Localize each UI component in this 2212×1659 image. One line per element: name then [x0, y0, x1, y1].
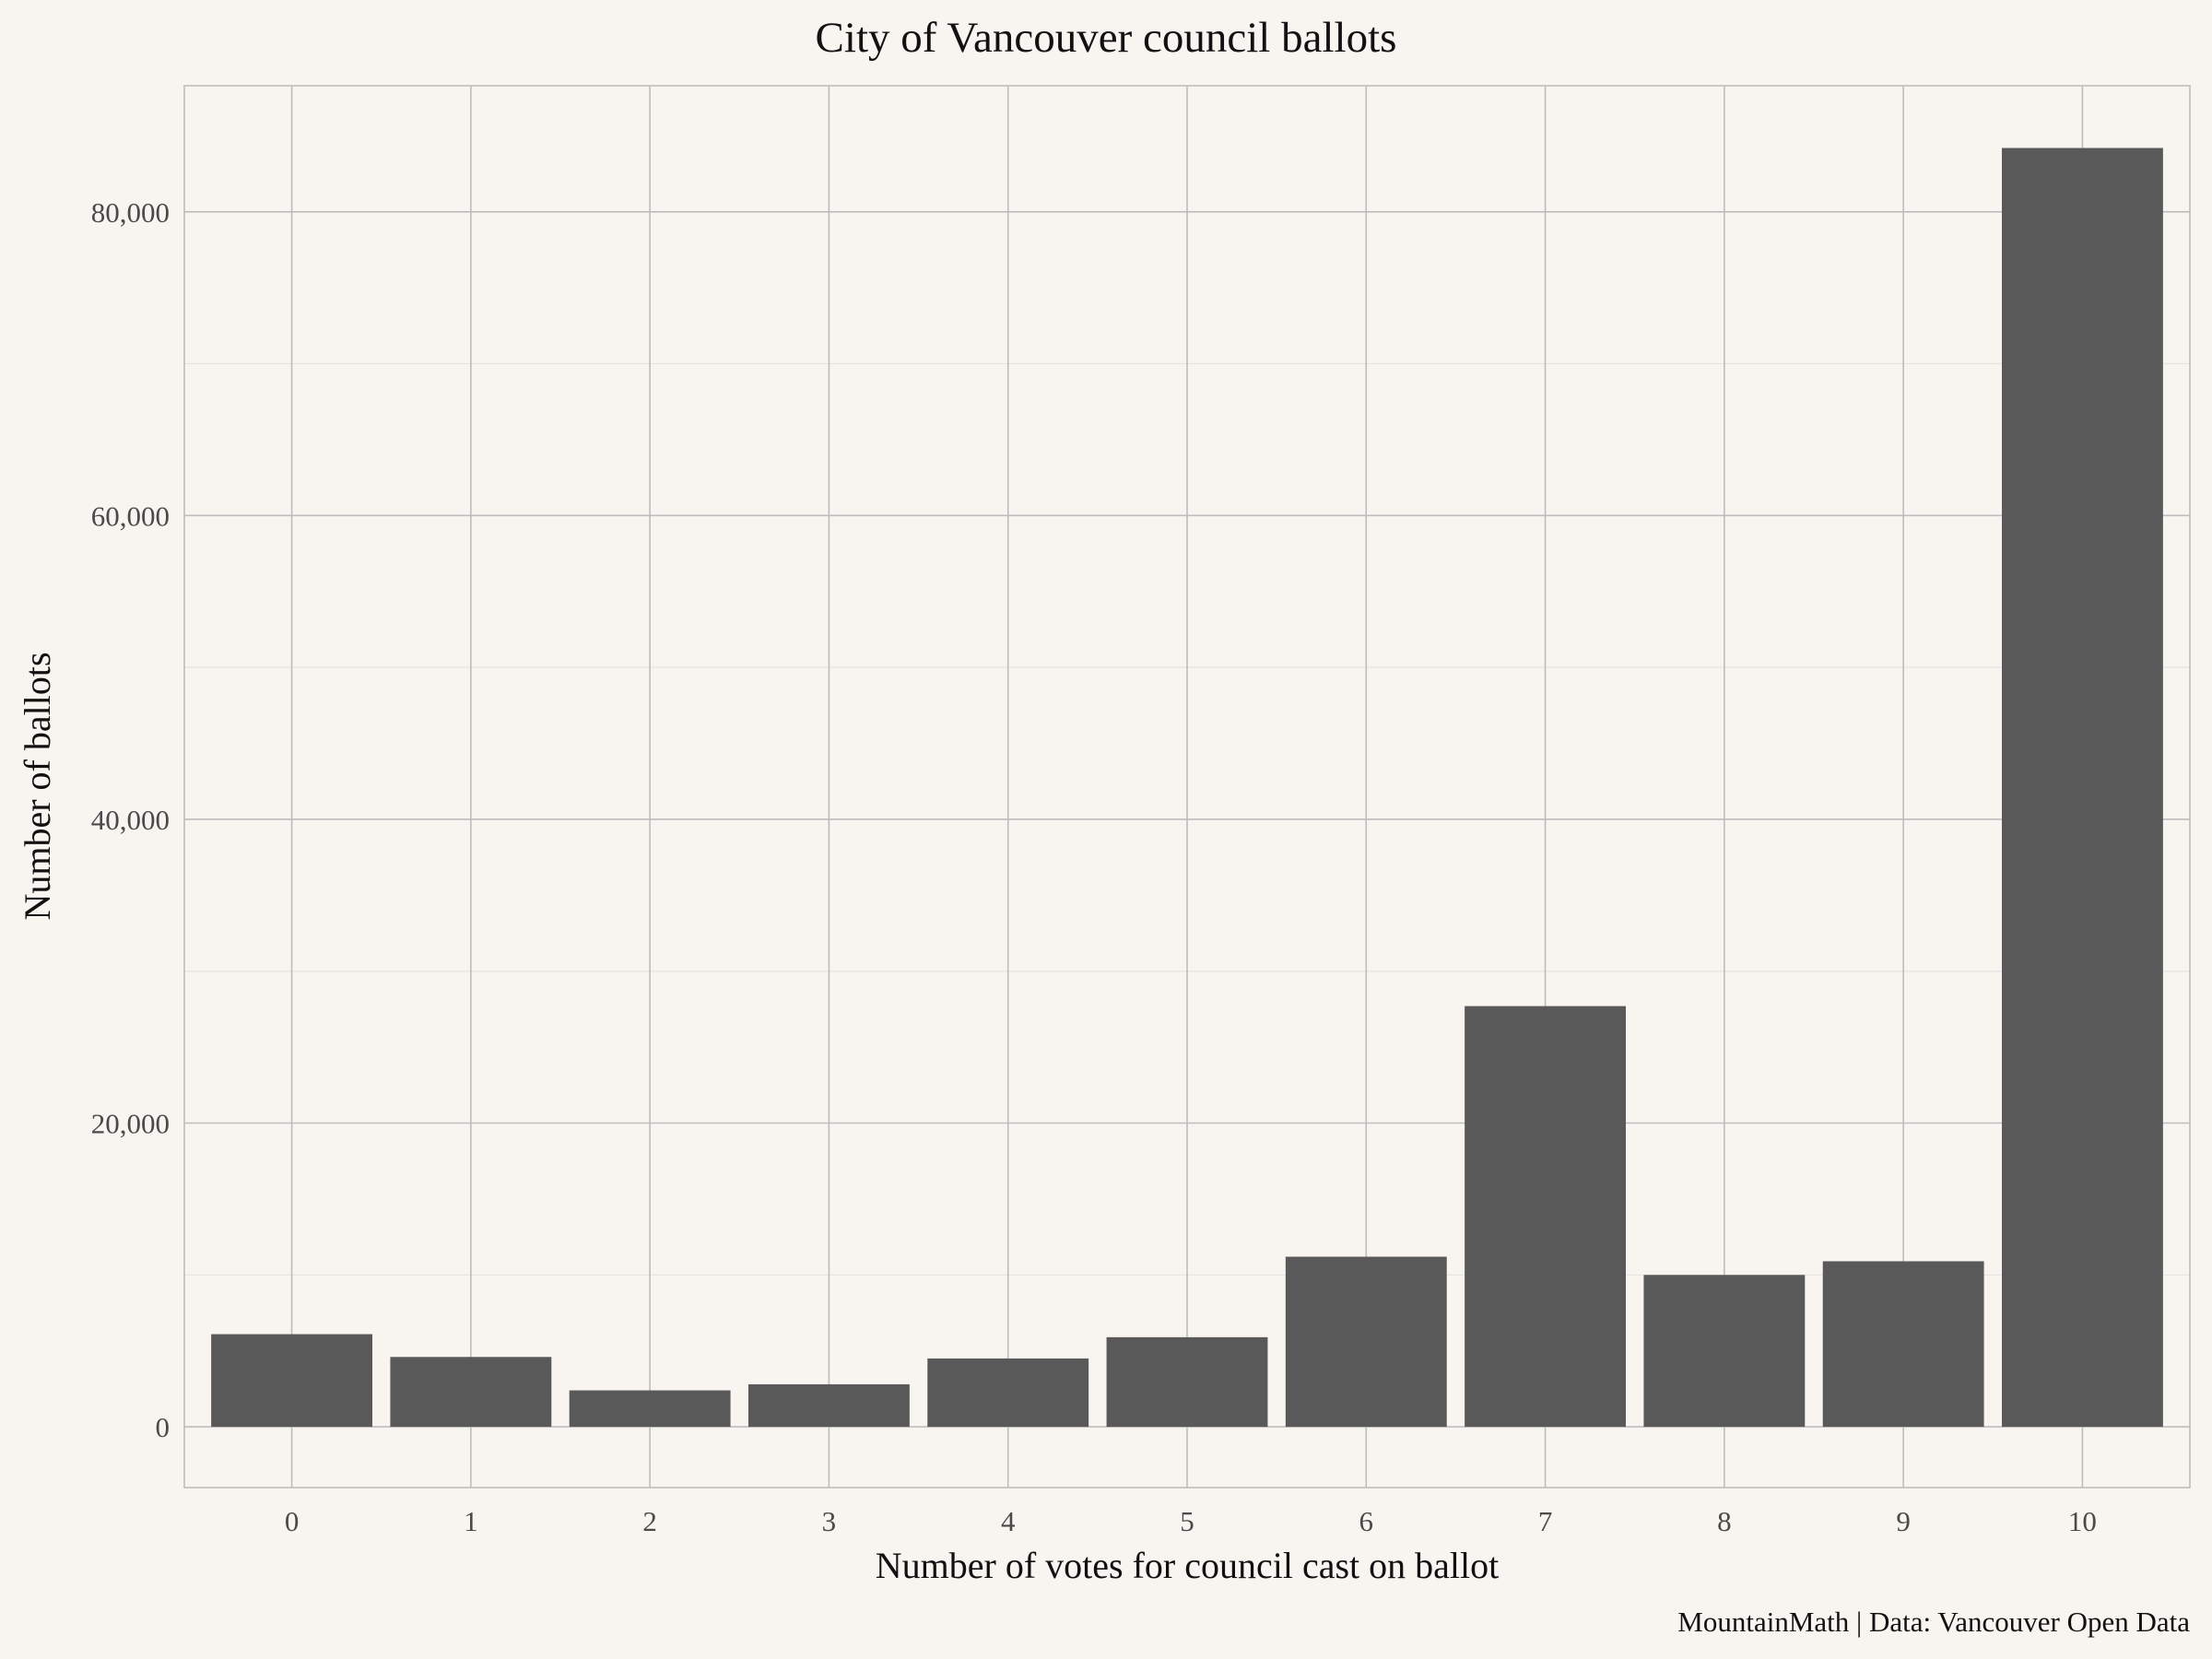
y-tick-label: 20,000	[91, 1108, 170, 1140]
bar-7	[1465, 1006, 1626, 1428]
x-tick-label: 9	[1896, 1505, 1911, 1537]
bar-3	[748, 1383, 910, 1428]
bar-6	[1285, 1256, 1447, 1428]
x-tick-label: 0	[285, 1505, 300, 1537]
bar-1	[390, 1357, 552, 1428]
y-tick-labels: 0 20,000 40,000 60,000 80,000	[91, 196, 170, 1443]
chart-title: City of Vancouver council ballots	[816, 14, 1397, 62]
x-tick-label: 4	[1001, 1505, 1016, 1537]
x-tick-label: 8	[1717, 1505, 1732, 1537]
y-axis-title: Number of ballots	[17, 652, 58, 920]
bar-5	[1106, 1336, 1268, 1428]
bar-0	[211, 1334, 372, 1428]
bar-8	[1643, 1275, 1806, 1428]
x-tick-labels: 0 1 2 3 4 5 6 7 8 9 10	[285, 1505, 2097, 1537]
x-tick-label: 1	[464, 1505, 478, 1537]
x-tick-label: 7	[1538, 1505, 1553, 1537]
x-tick-label: 5	[1180, 1505, 1194, 1537]
y-tick-label: 40,000	[91, 804, 170, 836]
caption: MountainMath | Data: Vancouver Open Data	[1677, 1606, 2190, 1638]
y-tick-label: 80,000	[91, 196, 170, 229]
x-axis-title: Number of votes for council cast on ball…	[876, 1545, 1499, 1586]
x-tick-label: 2	[642, 1505, 657, 1537]
x-tick-label: 6	[1359, 1505, 1374, 1537]
y-tick-label: 60,000	[91, 500, 170, 532]
bar-4	[927, 1358, 1089, 1428]
y-tick-label: 0	[156, 1411, 171, 1443]
bars	[211, 147, 2163, 1428]
x-tick-label: 3	[822, 1505, 837, 1537]
x-tick-label: 10	[2068, 1505, 2097, 1537]
bar-2	[569, 1390, 731, 1428]
bar-9	[1822, 1261, 1984, 1428]
panel-border	[183, 85, 2191, 1488]
bar-10	[2002, 147, 2163, 1428]
